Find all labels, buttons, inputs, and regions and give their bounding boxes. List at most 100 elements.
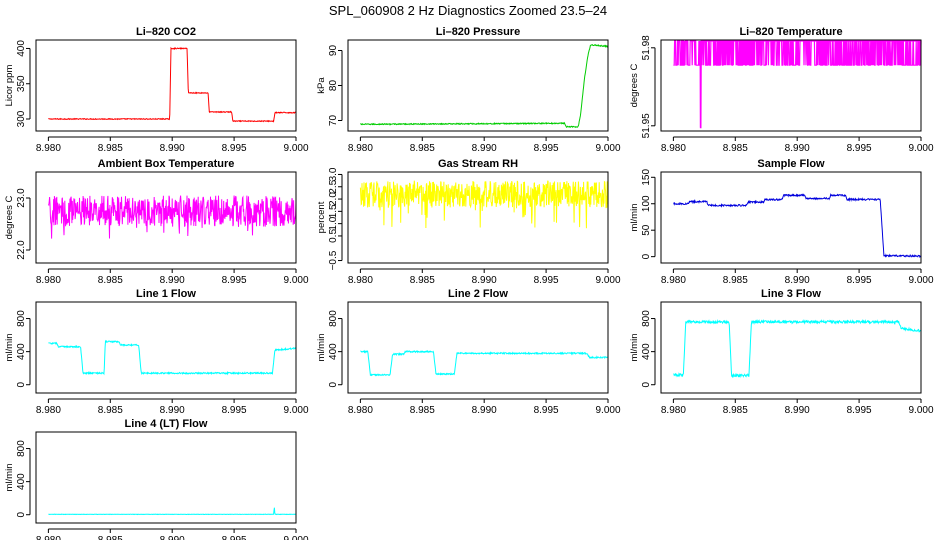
- chart-title: Li–820 Temperature: [739, 26, 842, 38]
- page-title: SPL_060908 2 Hz Diagnostics Zoomed 23.5–…: [329, 3, 607, 18]
- x-tick-label: 9.000: [908, 275, 933, 286]
- data-series-line: [47, 195, 297, 239]
- y-axis-label: ml/min: [629, 204, 640, 232]
- x-tick-label: 8.990: [785, 405, 810, 416]
- y-tick-label: 350: [16, 75, 27, 92]
- x-tick-label: 8.980: [348, 405, 373, 416]
- x-tick-label: 8.990: [160, 535, 185, 540]
- y-tick-label: 150: [641, 169, 652, 186]
- y-tick-label: 50: [641, 224, 652, 236]
- x-tick-label: 8.985: [723, 405, 748, 416]
- plot-frame: [660, 171, 922, 264]
- y-tick-label: 400: [328, 343, 339, 360]
- y-tick-label: 100: [641, 195, 652, 212]
- y-tick-label: 0.5: [328, 229, 339, 243]
- plot-frame: [660, 39, 922, 132]
- x-tick-label: 8.995: [222, 275, 247, 286]
- x-tick-label: 8.980: [661, 275, 686, 286]
- x-tick-label: 8.980: [36, 535, 61, 540]
- x-tick-label: 8.995: [847, 275, 872, 286]
- x-tick-label: 8.985: [723, 275, 748, 286]
- y-tick-label: 1.5: [328, 204, 339, 218]
- chart-panel: Line 4 (LT) Flow ml/min 8.980 8.985 8.990 8.9…: [4, 418, 309, 540]
- x-tick-label: 8.980: [661, 405, 686, 416]
- y-axis-label: kPa: [316, 77, 327, 94]
- plot-frame: [35, 171, 297, 264]
- x-tick-label: 8.985: [410, 405, 435, 416]
- x-tick-label: 8.990: [472, 275, 497, 286]
- x-tick-label: 8.985: [98, 275, 123, 286]
- x-tick-label: 9.000: [283, 535, 308, 540]
- y-tick-label: 0: [16, 512, 27, 518]
- x-tick-label: 8.985: [98, 535, 123, 540]
- data-series-line: [48, 339, 297, 376]
- x-tick-label: 8.985: [410, 275, 435, 286]
- chart-panel: Ambient Box Temperature degrees C 8.980 8.9…: [4, 158, 309, 286]
- x-tick-label: 8.985: [723, 143, 748, 154]
- y-axis-label: percent: [316, 201, 327, 233]
- y-tick-label: 51.98: [641, 35, 652, 60]
- x-tick-label: 8.995: [222, 143, 247, 154]
- panels-container: Li–820 CO2 Licor ppm 8.980 8.985 8.990 8.995 9…: [4, 26, 934, 540]
- x-tick-label: 8.985: [98, 405, 123, 416]
- x-tick-label: 8.980: [36, 143, 61, 154]
- y-tick-label: 70: [328, 115, 339, 127]
- plot-frame: [347, 39, 609, 132]
- y-tick-label: 300: [16, 110, 27, 127]
- y-tick-label: 400: [16, 40, 27, 57]
- x-tick-label: 8.995: [222, 405, 247, 416]
- x-tick-label: 9.000: [283, 405, 308, 416]
- x-tick-label: 9.000: [595, 143, 620, 154]
- y-axis-label: degrees C: [4, 195, 15, 239]
- y-tick-label: 1.0: [328, 216, 339, 230]
- y-tick-label: 400: [16, 473, 27, 490]
- y-tick-label: 3.0: [328, 167, 339, 181]
- x-tick-label: 9.000: [283, 275, 308, 286]
- x-tick-label: 8.990: [785, 143, 810, 154]
- y-axis-label: ml/min: [316, 334, 327, 362]
- chart-title: Gas Stream RH: [438, 158, 518, 170]
- x-tick-label: 8.980: [348, 143, 373, 154]
- x-tick-label: 9.000: [908, 405, 933, 416]
- x-tick-label: 9.000: [908, 143, 933, 154]
- data-series-line: [673, 40, 922, 129]
- x-tick-label: 8.995: [222, 535, 247, 540]
- chart-title: Line 4 (LT) Flow: [125, 418, 208, 430]
- y-tick-label: 400: [16, 343, 27, 360]
- chart-panel: Sample Flow ml/min 8.980 8.985 8.990 8.995 9.0…: [629, 158, 934, 286]
- x-tick-label: 8.990: [160, 143, 185, 154]
- y-tick-label: 0: [641, 382, 652, 388]
- y-tick-label: 800: [16, 310, 27, 327]
- x-tick-label: 9.000: [283, 143, 308, 154]
- data-series-line: [673, 192, 922, 259]
- chart-panel: Li–820 CO2 Licor ppm 8.980 8.985 8.990 8.995 9…: [4, 26, 309, 154]
- x-tick-label: 8.995: [847, 143, 872, 154]
- plot-frame: [35, 431, 297, 524]
- y-tick-label: 22.0: [16, 240, 27, 260]
- x-tick-label: 8.980: [36, 405, 61, 416]
- x-tick-label: 8.985: [410, 143, 435, 154]
- x-tick-label: 8.990: [160, 275, 185, 286]
- data-series-line: [360, 43, 609, 128]
- chart-panel: Line 2 Flow ml/min 8.980 8.985 8.990 8.995 9.0…: [316, 288, 621, 416]
- x-tick-label: 9.000: [595, 405, 620, 416]
- y-tick-label: 80: [328, 80, 339, 92]
- plot-frame: [347, 301, 609, 394]
- x-tick-label: 8.990: [160, 405, 185, 416]
- chart-title: Li–820 CO2: [136, 26, 196, 38]
- chart-panel: Line 3 Flow ml/min 8.980 8.985 8.990 8.995 9.0…: [629, 288, 934, 416]
- x-tick-label: 9.000: [595, 275, 620, 286]
- chart-panel: Li–820 Pressure kPa 8.980 8.985 8.990 8.995 9.…: [316, 26, 621, 154]
- x-tick-label: 8.980: [348, 275, 373, 286]
- y-tick-label: 0: [641, 253, 652, 259]
- x-tick-label: 8.985: [98, 143, 123, 154]
- chart-title: Ambient Box Temperature: [98, 158, 235, 170]
- y-axis-label: ml/min: [4, 334, 15, 362]
- plot-frame: [660, 301, 922, 394]
- y-tick-label: 90: [328, 45, 339, 57]
- chart-panel: Li–820 Temperature degrees C 8.980 8.985 8.9…: [629, 26, 934, 154]
- x-tick-label: 8.990: [472, 143, 497, 154]
- x-tick-label: 8.990: [472, 405, 497, 416]
- plot-frame: [35, 39, 297, 132]
- data-series-line: [360, 349, 608, 377]
